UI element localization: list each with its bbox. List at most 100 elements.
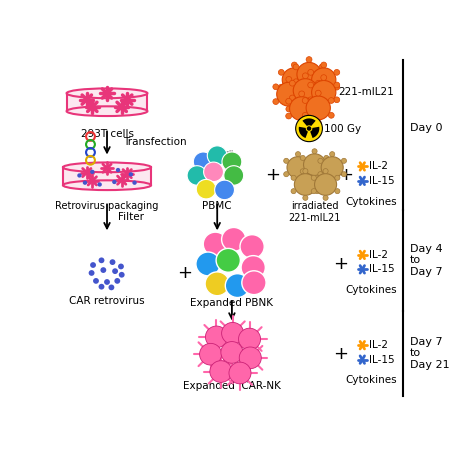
- Circle shape: [221, 341, 243, 363]
- Circle shape: [300, 169, 305, 174]
- Circle shape: [112, 268, 118, 274]
- Text: Day 7
to
Day 21: Day 7 to Day 21: [410, 337, 450, 370]
- Circle shape: [112, 180, 117, 184]
- Circle shape: [291, 175, 296, 180]
- Text: IL-15: IL-15: [369, 176, 394, 186]
- Circle shape: [90, 262, 96, 268]
- Circle shape: [229, 362, 251, 384]
- Text: PBMC: PBMC: [202, 202, 232, 212]
- Circle shape: [286, 113, 292, 119]
- Circle shape: [222, 152, 242, 172]
- Circle shape: [290, 97, 314, 121]
- Circle shape: [329, 178, 335, 183]
- Circle shape: [278, 84, 284, 90]
- Circle shape: [282, 68, 307, 91]
- Circle shape: [304, 84, 310, 90]
- Circle shape: [296, 115, 322, 142]
- Circle shape: [216, 249, 240, 272]
- Circle shape: [319, 79, 325, 84]
- Text: +: +: [333, 255, 348, 273]
- Polygon shape: [310, 127, 319, 138]
- Circle shape: [196, 252, 220, 276]
- Text: Cytokines: Cytokines: [346, 197, 397, 207]
- Circle shape: [308, 97, 314, 103]
- Text: 293T cells: 293T cells: [81, 129, 134, 138]
- Text: Filter: Filter: [118, 212, 144, 222]
- Circle shape: [321, 75, 327, 81]
- Circle shape: [210, 361, 232, 382]
- Circle shape: [295, 178, 301, 183]
- Circle shape: [341, 172, 346, 177]
- Circle shape: [207, 146, 227, 166]
- Circle shape: [132, 181, 137, 185]
- Circle shape: [324, 155, 329, 160]
- Circle shape: [240, 234, 264, 258]
- Circle shape: [308, 82, 314, 88]
- Circle shape: [196, 180, 216, 199]
- Circle shape: [273, 98, 279, 105]
- Circle shape: [299, 98, 305, 105]
- Circle shape: [293, 64, 299, 70]
- Circle shape: [99, 257, 104, 263]
- Circle shape: [293, 79, 318, 103]
- Circle shape: [241, 256, 265, 280]
- Text: +: +: [177, 264, 191, 282]
- Text: CAR retrovirus: CAR retrovirus: [69, 296, 145, 306]
- Circle shape: [290, 80, 295, 86]
- Circle shape: [318, 159, 323, 163]
- Circle shape: [334, 84, 340, 90]
- Circle shape: [324, 169, 329, 174]
- Text: Day 4
to
Day 7: Day 4 to Day 7: [410, 244, 443, 277]
- Circle shape: [299, 121, 305, 126]
- Circle shape: [302, 73, 308, 79]
- Circle shape: [109, 285, 114, 290]
- Ellipse shape: [66, 106, 147, 116]
- Polygon shape: [63, 167, 151, 185]
- Circle shape: [224, 166, 244, 185]
- Circle shape: [315, 175, 320, 180]
- Circle shape: [321, 157, 343, 178]
- Circle shape: [312, 149, 317, 154]
- Circle shape: [239, 347, 261, 369]
- Text: Day 0: Day 0: [410, 122, 443, 133]
- Circle shape: [302, 113, 308, 118]
- Circle shape: [100, 267, 106, 273]
- Circle shape: [119, 272, 125, 278]
- Circle shape: [286, 98, 292, 104]
- Circle shape: [335, 189, 340, 194]
- Circle shape: [283, 159, 289, 163]
- Circle shape: [77, 173, 82, 178]
- Circle shape: [291, 189, 296, 194]
- Text: irradiated
221-mIL21: irradiated 221-mIL21: [288, 202, 341, 223]
- Polygon shape: [299, 127, 308, 138]
- Circle shape: [277, 82, 301, 106]
- Circle shape: [299, 84, 305, 90]
- Circle shape: [118, 264, 124, 269]
- Circle shape: [193, 152, 213, 172]
- Circle shape: [222, 227, 246, 251]
- Circle shape: [321, 91, 327, 98]
- Text: IL-2: IL-2: [369, 161, 388, 172]
- Circle shape: [205, 326, 228, 348]
- Circle shape: [104, 279, 110, 285]
- Circle shape: [315, 90, 321, 96]
- Circle shape: [273, 84, 279, 90]
- Circle shape: [109, 259, 116, 265]
- Circle shape: [200, 343, 222, 365]
- Circle shape: [299, 91, 305, 97]
- Circle shape: [304, 69, 310, 75]
- Circle shape: [329, 151, 335, 157]
- Circle shape: [215, 180, 235, 200]
- Text: +: +: [338, 166, 353, 184]
- Circle shape: [321, 104, 327, 110]
- Circle shape: [287, 157, 309, 178]
- Text: Retrovirus packaging: Retrovirus packaging: [55, 202, 159, 212]
- Circle shape: [290, 95, 295, 101]
- Circle shape: [297, 62, 321, 86]
- Circle shape: [293, 79, 299, 84]
- Text: IL-15: IL-15: [369, 355, 394, 364]
- Circle shape: [292, 91, 297, 98]
- Circle shape: [334, 82, 340, 88]
- Circle shape: [187, 166, 207, 185]
- Text: Cytokines: Cytokines: [346, 285, 397, 295]
